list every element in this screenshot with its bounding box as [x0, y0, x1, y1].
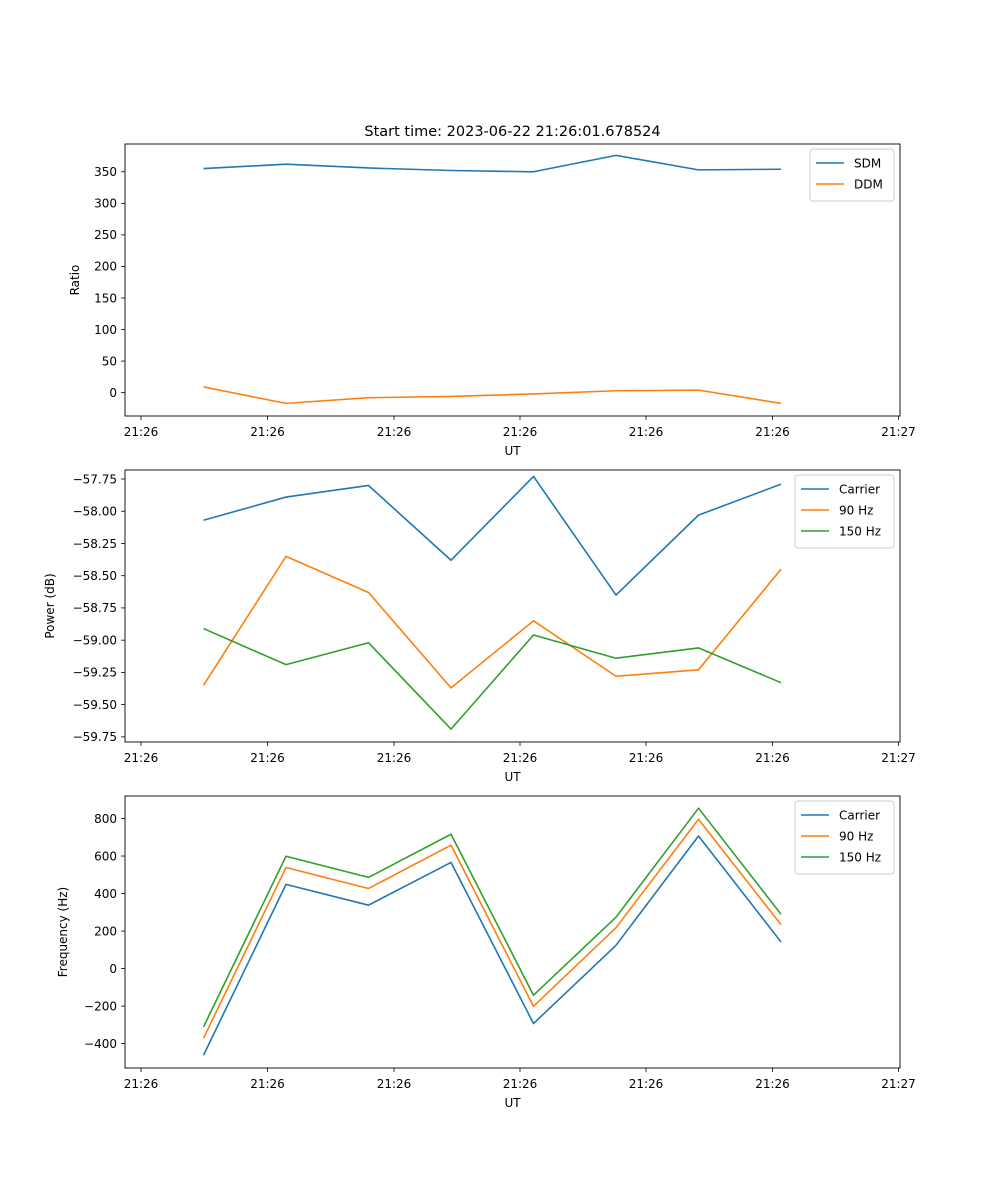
series-line-ddm	[203, 386, 782, 405]
x-axis-label: UT	[504, 444, 521, 458]
x-tick-label: 21:26	[503, 1077, 538, 1091]
legend-label: 150 Hz	[839, 850, 881, 864]
series-line-carrier	[203, 475, 782, 596]
legend-label: SDM	[854, 156, 881, 170]
legend-box	[794, 474, 895, 549]
y-tick-label: −400	[84, 1037, 117, 1051]
figure-title: Start time: 2023-06-22 21:26:01.678524	[364, 124, 660, 140]
y-tick-label: −200	[84, 999, 117, 1013]
legend-label: Carrier	[839, 482, 880, 496]
x-tick-label: 21:26	[124, 1077, 159, 1091]
y-tick-label: −59.75	[73, 730, 117, 744]
x-tick-label: 21:26	[124, 425, 159, 439]
x-tick-label: 21:26	[250, 751, 285, 765]
series-line-carrier	[202, 835, 782, 1056]
y-tick-label: 300	[94, 197, 117, 211]
x-tick-label: 21:27	[881, 425, 916, 439]
x-tick-label: 21:27	[881, 1077, 916, 1091]
y-tick-label: 400	[94, 887, 117, 901]
y-tick-label: 200	[94, 924, 117, 938]
x-tick-label: 21:26	[629, 425, 664, 439]
y-tick-label: 250	[94, 228, 117, 242]
x-tick-label: 21:26	[755, 425, 790, 439]
y-tick-label: −58.25	[73, 537, 117, 551]
y-tick-label: 600	[94, 849, 117, 863]
y-axis-label: Ratio	[68, 265, 82, 296]
x-tick-label: 21:26	[629, 751, 664, 765]
plot-frame	[124, 143, 901, 417]
x-tick-label: 21:27	[881, 751, 916, 765]
series-line-150-hz	[202, 807, 782, 1028]
x-tick-label: 21:26	[503, 751, 538, 765]
series-line-sdm	[203, 154, 782, 173]
y-tick-label: 0	[109, 962, 117, 976]
y-tick-label: 150	[94, 291, 117, 305]
y-tick-label: −57.75	[73, 472, 117, 486]
x-tick-label: 21:26	[250, 1077, 285, 1091]
y-tick-label: −58.75	[73, 601, 117, 615]
legend-label: Carrier	[839, 808, 880, 822]
y-tick-label: −59.00	[73, 633, 117, 647]
y-tick-label: −59.50	[73, 698, 117, 712]
legend-box	[809, 148, 895, 202]
x-axis-label: UT	[504, 770, 521, 784]
x-tick-label: 21:26	[755, 1077, 790, 1091]
legend: SDM DDM	[809, 148, 895, 202]
legend-label: DDM	[854, 177, 883, 191]
x-tick-label: 21:26	[377, 425, 412, 439]
legend-label: 90 Hz	[839, 503, 873, 517]
chart-panel-1: 21:26 21:26 21:26 21:26 21:26 21:26 21:27 0 50 10…	[68, 143, 916, 458]
y-tick-label: 100	[94, 323, 117, 337]
x-tick-label: 21:26	[755, 751, 790, 765]
plot-frame	[124, 795, 901, 1069]
legend: Carrier 90 Hz 150 Hz	[794, 474, 895, 549]
series-line-150-hz	[203, 627, 782, 730]
chart-panel-3: 21:26 21:26 21:26 21:26 21:26 21:26 21:27 −400 −…	[56, 795, 916, 1110]
y-tick-label: −59.25	[73, 666, 117, 680]
x-tick-label: 21:26	[377, 1077, 412, 1091]
y-tick-label: 0	[109, 386, 117, 400]
x-tick-label: 21:26	[124, 751, 159, 765]
x-tick-label: 21:26	[377, 751, 412, 765]
y-tick-label: 800	[94, 812, 117, 826]
y-axis-label: Power (dB)	[43, 573, 57, 638]
series-line-90-hz	[202, 818, 782, 1039]
y-tick-label: 50	[102, 354, 117, 368]
x-tick-label: 21:26	[503, 425, 538, 439]
plot-frame	[124, 469, 901, 743]
y-axis-label: Frequency (Hz)	[56, 887, 70, 978]
legend-box	[794, 800, 895, 875]
y-tick-label: 350	[94, 165, 117, 179]
x-tick-label: 21:26	[250, 425, 285, 439]
y-tick-label: −58.00	[73, 505, 117, 519]
legend-label: 150 Hz	[839, 524, 881, 538]
legend: Carrier 90 Hz 150 Hz	[794, 800, 895, 875]
y-tick-label: 200	[94, 260, 117, 274]
y-tick-label: −58.50	[73, 569, 117, 583]
x-axis-label: UT	[504, 1096, 521, 1110]
x-tick-label: 21:26	[629, 1077, 664, 1091]
chart-panel-2: 21:26 21:26 21:26 21:26 21:26 21:26 21:27 −57.7…	[43, 469, 916, 784]
series-line-90-hz	[202, 555, 782, 689]
legend-label: 90 Hz	[839, 829, 873, 843]
